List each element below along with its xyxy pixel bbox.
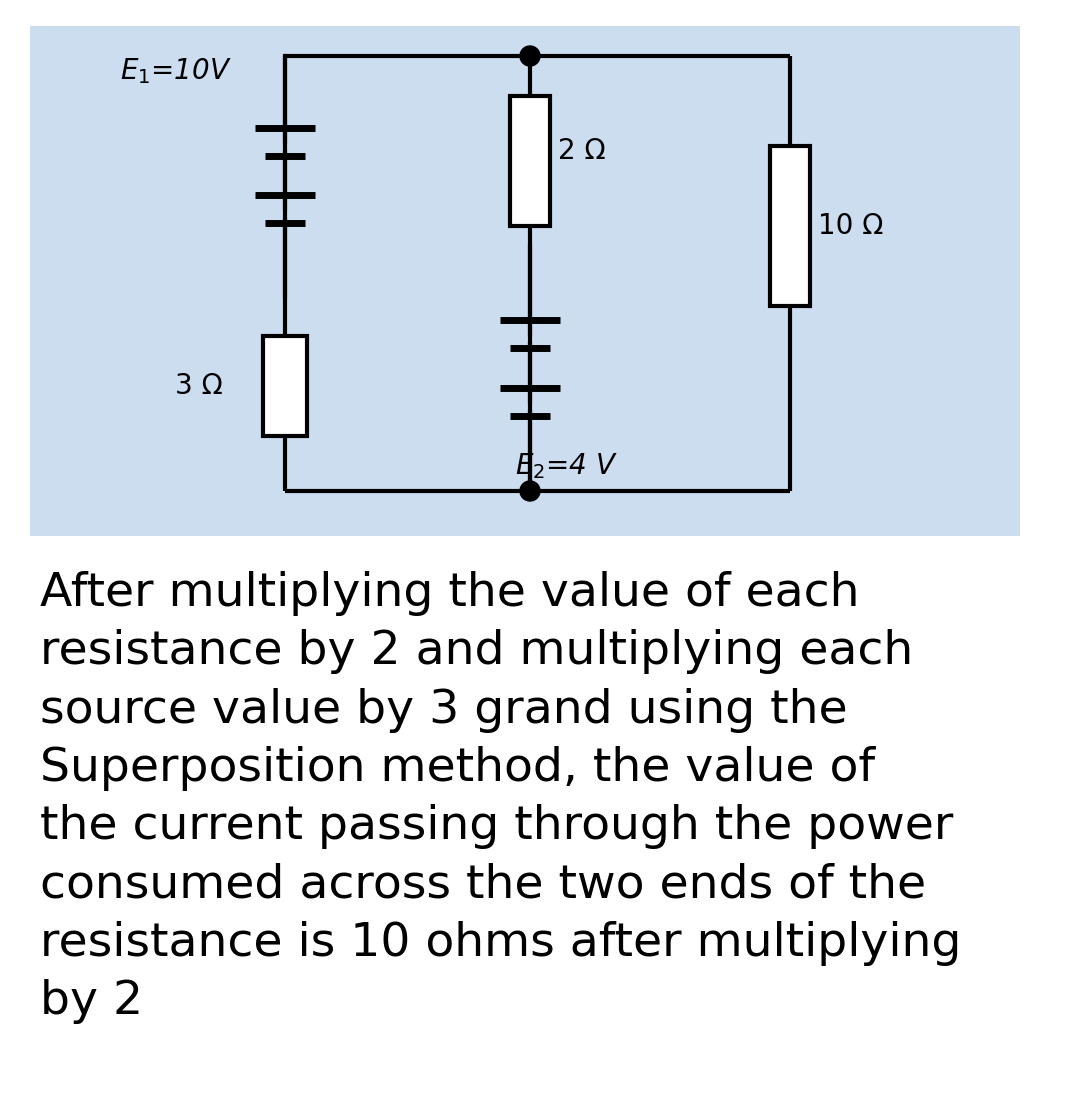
Text: 2 Ω: 2 Ω bbox=[558, 137, 606, 165]
Circle shape bbox=[519, 481, 540, 501]
Text: 3 Ω: 3 Ω bbox=[175, 372, 222, 400]
Bar bbox=[264, 336, 307, 436]
Text: After multiplying the value of each
resistance by 2 and multiplying each
source : After multiplying the value of each resi… bbox=[40, 571, 961, 1024]
Text: 10 Ω: 10 Ω bbox=[818, 212, 883, 240]
Text: $E_2$=4 V: $E_2$=4 V bbox=[515, 451, 618, 481]
Bar bbox=[510, 96, 550, 227]
Bar bbox=[30, 26, 1020, 536]
Bar bbox=[770, 146, 810, 306]
Text: $E_1$=10V: $E_1$=10V bbox=[120, 56, 232, 86]
Circle shape bbox=[519, 46, 540, 66]
